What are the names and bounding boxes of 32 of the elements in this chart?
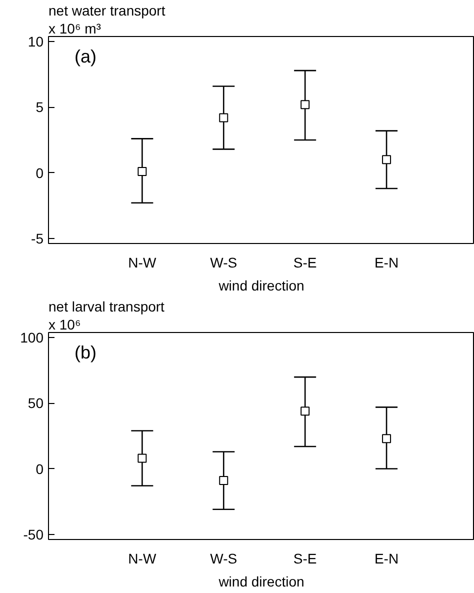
x-axis-title: wind direction: [218, 574, 304, 590]
point: [382, 155, 392, 164]
x-tick-label: S-E: [293, 254, 317, 270]
y-tick-label: 100: [20, 330, 44, 346]
y-tick-label: 0: [36, 164, 44, 181]
point: [300, 100, 310, 110]
point: [138, 454, 147, 463]
annotation: (a): [74, 46, 96, 66]
annotation: x 10⁶ m³: [48, 20, 102, 36]
x-tick-label: W-S: [210, 254, 238, 270]
y-tick-label: -50: [23, 526, 44, 542]
point: [382, 434, 392, 444]
point: [219, 113, 228, 122]
annotation: x 10⁶: [48, 316, 81, 332]
point: [219, 476, 228, 486]
y-tick-label: -5: [31, 230, 44, 246]
y-tick-label: 10: [28, 34, 44, 50]
y-tick-label: 0: [36, 460, 44, 477]
x-tick-label: N-W: [128, 550, 157, 566]
y-axis-title: net larval transport: [48, 298, 165, 314]
x-tick-label: E-N: [374, 254, 399, 270]
y-tick-label: 50: [28, 395, 44, 412]
y-axis-title: net water transport: [48, 2, 166, 18]
annotation: (b): [74, 342, 96, 362]
x-axis-title: wind direction: [218, 278, 304, 294]
y-tick-label: 5: [36, 99, 44, 116]
x-tick-label: E-N: [374, 550, 399, 566]
x-tick-label: S-E: [293, 550, 317, 566]
x-tick-label: W-S: [210, 550, 238, 566]
x-tick-label: N-W: [128, 254, 157, 270]
point: [300, 406, 310, 416]
point: [138, 166, 147, 176]
